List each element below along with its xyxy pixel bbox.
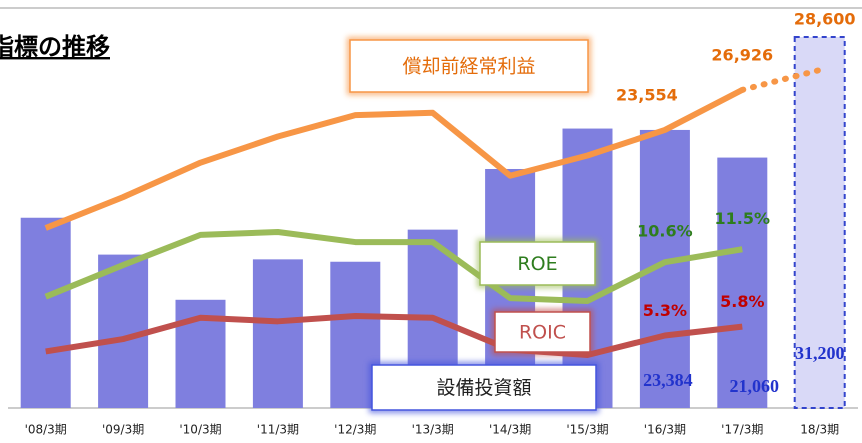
x-tick-label: '11/3期 <box>257 423 299 437</box>
legend-label: ROIC <box>519 322 566 344</box>
data-label: 23,554 <box>616 85 678 104</box>
bar <box>717 157 768 408</box>
bar <box>252 259 303 408</box>
data-label: 31,200 <box>795 343 845 363</box>
data-label: 10.6% <box>637 222 693 241</box>
bar <box>20 217 71 408</box>
x-tick-label: '12/3期 <box>334 423 376 437</box>
legend-box <box>479 241 596 286</box>
x-tick-label: 18/3期 <box>800 423 839 437</box>
x-tick-label: '15/3期 <box>566 423 608 437</box>
x-tick-label: '10/3期 <box>179 423 221 437</box>
data-label: 26,926 <box>711 45 773 64</box>
legend-label: 設備投資額 <box>436 377 531 399</box>
data-label: 5.8% <box>720 292 764 311</box>
x-tick-label: '08/3期 <box>25 423 67 437</box>
data-label: 23,384 <box>643 370 693 390</box>
chart-title: 指標の推移 <box>0 33 110 61</box>
line <box>45 313 743 358</box>
x-tick-label: '16/3期 <box>644 423 686 437</box>
line <box>44 87 744 231</box>
x-tick-label: '13/3期 <box>412 423 454 437</box>
forecast-line <box>739 67 823 93</box>
x-tick-label: '17/3期 <box>721 423 763 437</box>
x-tick-label: '09/3期 <box>102 423 144 437</box>
data-label: 5.3% <box>643 301 687 320</box>
legend-label: ROE <box>517 253 557 275</box>
line <box>44 229 743 304</box>
legend-box <box>371 364 597 411</box>
data-label: 21,060 <box>730 376 780 396</box>
data-label: 28,600 <box>794 10 856 29</box>
data-label: 11.5% <box>715 209 771 228</box>
legend-box <box>349 39 589 93</box>
x-tick-label: '14/3期 <box>489 423 531 437</box>
bar <box>98 254 149 408</box>
legend-box <box>494 311 591 353</box>
legend-label: 償却前経常利益 <box>402 56 535 78</box>
bar <box>793 36 846 409</box>
